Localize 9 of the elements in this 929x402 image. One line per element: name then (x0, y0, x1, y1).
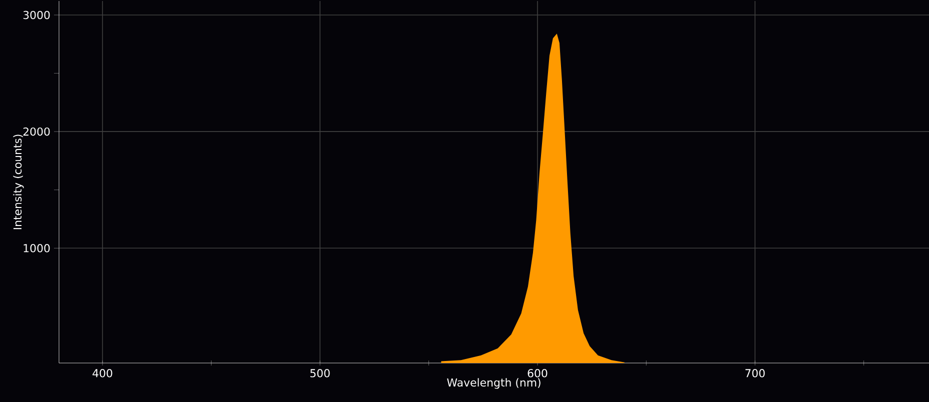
y-tick-label: 3000 (23, 10, 50, 20)
x-tick-label: 500 (310, 369, 330, 378)
y-tick-label: 2000 (23, 127, 50, 136)
y-tick-label: 1000 (24, 244, 50, 252)
x-axis-title: Wavelength (nm) (447, 378, 540, 389)
x-tick-label: 700 (745, 369, 765, 378)
x-tick-label: 600 (528, 369, 548, 378)
y-axis-title: Intensity (counts) (13, 134, 24, 230)
x-tick-label: 400 (92, 369, 112, 378)
